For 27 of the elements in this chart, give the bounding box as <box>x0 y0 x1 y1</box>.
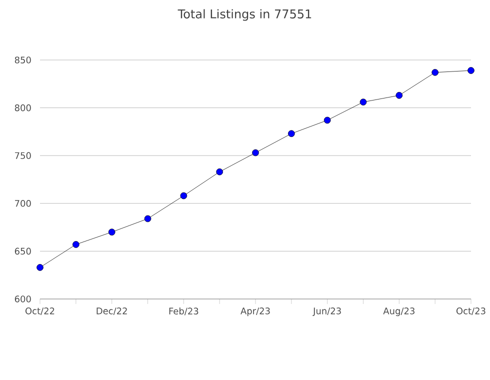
point <box>144 215 152 222</box>
point <box>252 149 259 156</box>
point <box>288 130 295 138</box>
x-tick-label: Oct/22 <box>25 308 54 316</box>
point <box>468 67 474 74</box>
x-tick-label: Oct/23 <box>456 308 486 316</box>
point <box>108 228 116 236</box>
point <box>360 98 367 106</box>
chart-title: Total Listings in 77551 <box>178 9 312 21</box>
y-tick-label: 650 <box>14 248 31 255</box>
x-tick-label: Jun/23 <box>312 308 341 316</box>
point <box>324 116 331 124</box>
point <box>432 69 438 76</box>
y-tick-label: 850 <box>14 56 31 64</box>
point <box>72 241 80 248</box>
point <box>36 264 44 271</box>
x-tick-label: Feb/23 <box>169 308 198 316</box>
x-tick-label: Apr/23 <box>240 308 270 316</box>
point <box>396 92 403 99</box>
y-tick-label: 800 <box>14 104 31 112</box>
point <box>180 192 188 200</box>
y-tick-label: 750 <box>15 152 31 159</box>
x-tick-label: Dec/22 <box>96 308 127 316</box>
y-tick-label: 700 <box>15 200 31 207</box>
y-tick-label: 600 <box>14 296 31 302</box>
x-tick-label: Aug/23 <box>383 308 414 316</box>
point <box>216 168 223 176</box>
